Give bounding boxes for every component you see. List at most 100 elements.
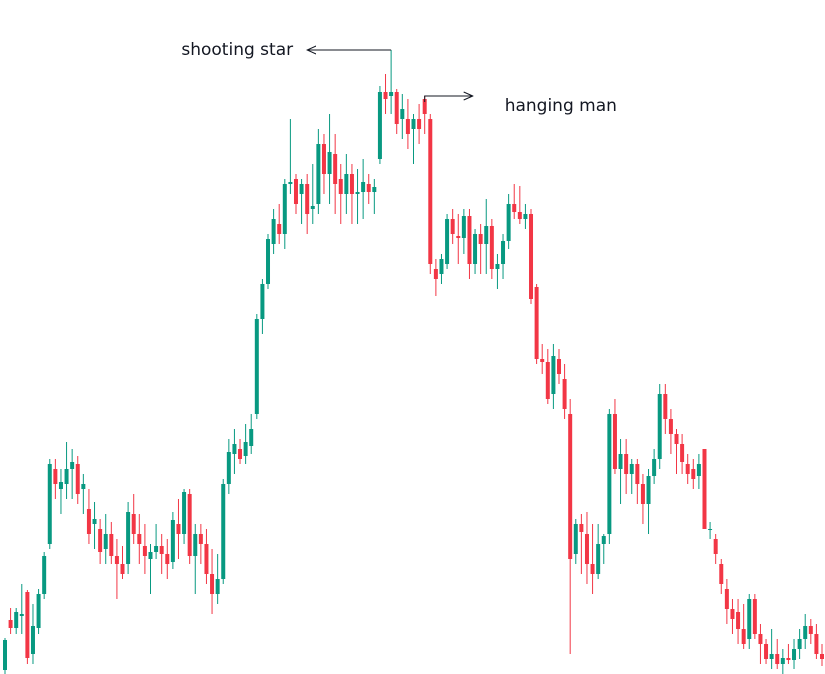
candle-body [344,174,349,194]
candle-body [506,204,511,241]
candle-body [47,464,52,544]
candle-body [814,634,819,654]
candle-body [53,469,58,484]
candle-body [708,529,713,530]
candle-body [361,182,366,192]
candle-body [366,184,371,192]
candle-body [148,552,153,559]
candle-body [579,524,584,532]
candle-body [232,444,237,454]
candle-body [439,259,444,274]
candle-body [764,644,769,659]
annotation-arrow [424,96,473,102]
candle-body [114,556,119,564]
candle-body [596,544,601,574]
candle-body [736,612,741,629]
candle-body [221,484,226,579]
candle-body [450,219,455,234]
candle-body [187,494,192,556]
candle-body [780,658,785,664]
annotation: hanging man [505,96,617,116]
candle-body [142,546,147,556]
candle-body [400,109,405,119]
candle-body [198,534,203,544]
candle-body [86,509,91,534]
candle-body [327,152,332,174]
candle-body [489,226,494,269]
candle-body [288,182,293,184]
candle-body [75,464,80,494]
candle-body [266,239,271,284]
candle-body [478,234,483,244]
candle-body [808,626,813,634]
candle-body [349,174,354,194]
candle-body [355,192,360,194]
candle-body [338,179,343,194]
candle-body [713,539,718,554]
candle-body [652,459,657,476]
candle-body [529,214,534,299]
candle-body [260,284,265,319]
candle-body [685,464,690,474]
candle-body [601,536,606,544]
candle-body [540,359,545,362]
candle-body [562,379,567,409]
candle-body [702,449,707,529]
candle-body [445,219,450,264]
candle-body [64,469,69,484]
candle-body [293,179,298,204]
candle-body [501,241,506,264]
candle-body [752,599,757,634]
candle-body [98,529,103,552]
candle-body [607,414,612,534]
candle-body [120,564,125,574]
candle-body [3,640,7,670]
candle-body [377,92,382,159]
candle-body [30,626,35,654]
candle-body [612,414,617,469]
candle-body [640,484,645,504]
candle-body [730,609,735,619]
candle-body [58,482,63,489]
candle-body [820,654,824,659]
candle-body [165,554,170,564]
candle-body [170,520,175,562]
candle-body [545,362,550,399]
candle-body [389,92,394,96]
candle-body [668,419,673,434]
candle-body [193,534,198,556]
candle-body [394,92,399,124]
candle-body [70,462,75,469]
candle-body [422,99,427,114]
candle-body [534,287,539,359]
candle-body [758,634,763,644]
candle-body [624,454,629,474]
candle-body [584,534,589,564]
candle-body [210,574,215,594]
candle-body [126,512,131,564]
candle-body [299,184,304,194]
candle-body [573,524,578,554]
candle-body [8,620,13,628]
candle-body [456,236,461,238]
candle-body [92,519,97,524]
candle-body [618,454,623,469]
candle-body [663,394,668,419]
candle-body [433,269,438,279]
candle-body [182,492,187,534]
candle-body [792,649,797,660]
candle-body [159,546,164,554]
candle-body [277,224,282,234]
candle-body [238,449,243,459]
candle-body [249,429,254,446]
candle-body [215,579,220,594]
candle-body [786,658,791,660]
candle-body [19,614,24,616]
candle-body [551,356,556,394]
candle-body [36,594,41,628]
candle-body [321,144,326,174]
candle-body [333,154,338,184]
candle-body [372,187,377,192]
